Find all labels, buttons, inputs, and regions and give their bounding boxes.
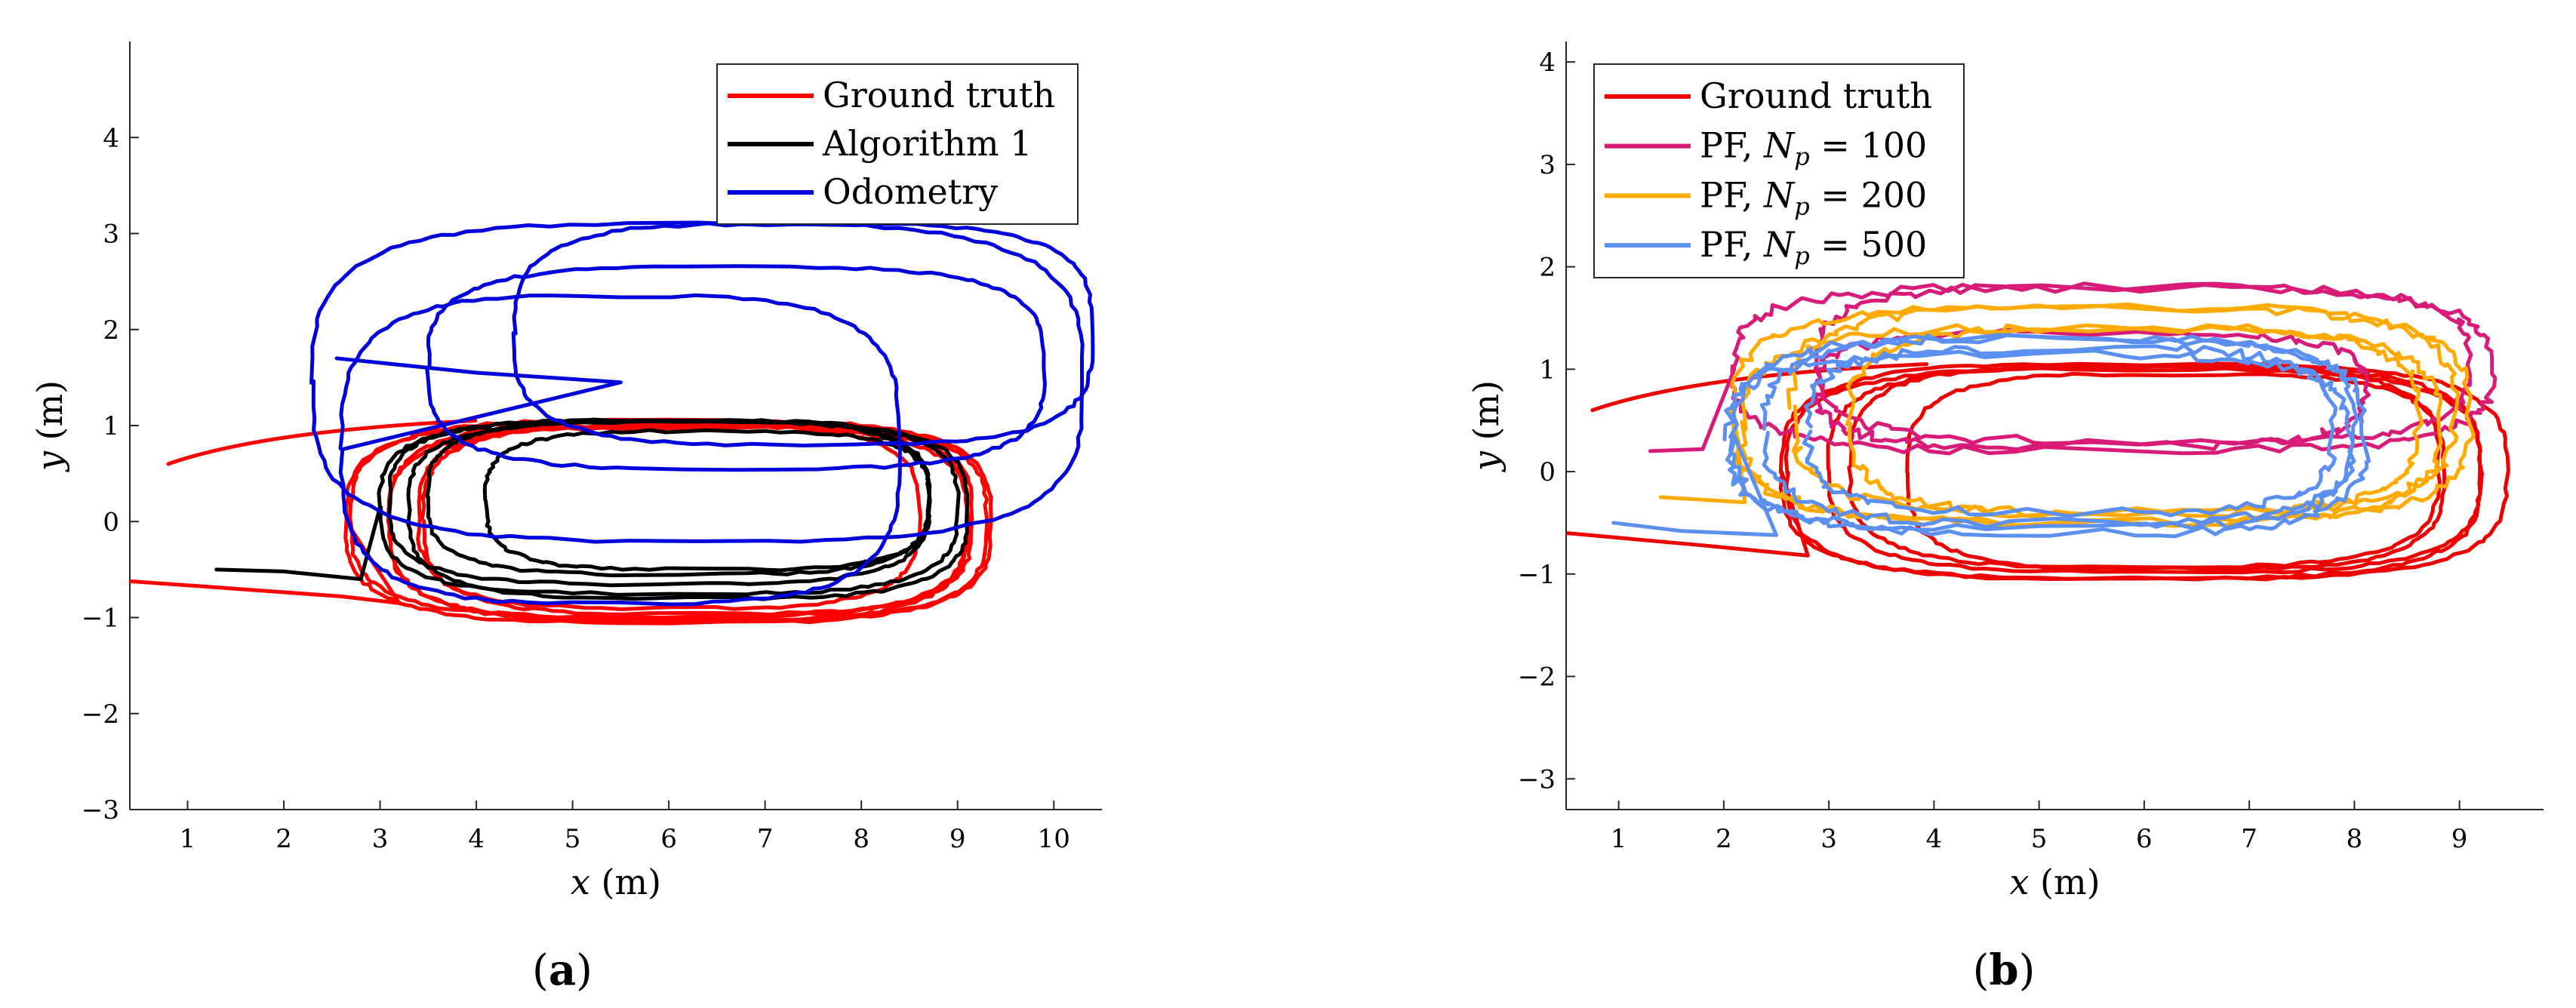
caption-open-paren: (	[532, 946, 549, 995]
x-tick-label: 7	[2241, 824, 2257, 854]
y-tick-label: 4	[103, 123, 119, 153]
legend-label-value: = 200	[1810, 174, 1928, 215]
x-tick-label: 6	[2136, 824, 2153, 854]
figure: 1 2 3 4 5 6 7 8 9 10−3−2−101234x (m)y (m)Ground t…	[0, 0, 2576, 1008]
x-tick-label: 9	[949, 824, 966, 854]
x-tick-label: 2	[275, 824, 292, 854]
x-axis-label: x (m)	[2009, 862, 2100, 902]
x-tick-label: 4	[468, 824, 485, 854]
y-tick-label: 3	[1539, 150, 1556, 180]
y-tick-label: −3	[1518, 764, 1556, 794]
trajectory-loop	[1786, 368, 2482, 579]
y-tick-label: −1	[82, 604, 119, 634]
y-axis-unit: (m)	[1466, 380, 1507, 451]
plot-area	[1566, 284, 2508, 579]
y-tick-label: 1	[103, 411, 119, 441]
legend-label: PF, Np = 100	[1700, 125, 1927, 171]
x-axis-unit: (m)	[590, 862, 661, 902]
legend-label: Ground truth	[1700, 75, 1932, 116]
caption-close-paren: )	[2019, 946, 2036, 995]
x-tick-label: 9	[2451, 824, 2468, 854]
x-tick-label: 8	[2347, 824, 2363, 854]
y-axis-var: y	[29, 450, 70, 472]
legend-label-prefix: PF,	[1700, 125, 1764, 166]
caption-close-paren: )	[576, 946, 592, 995]
x-tick-label: 4	[1926, 824, 1943, 854]
legend-label: Odometry	[823, 171, 998, 212]
y-tick-label: 4	[1539, 48, 1556, 78]
x-tick-label: 8	[853, 824, 869, 854]
x-tick-label: 2	[1716, 824, 1732, 854]
y-tick-label: 2	[103, 315, 119, 346]
legend-label: Algorithm 1	[822, 123, 1032, 164]
x-axis-var: x	[2009, 862, 2029, 902]
legend-label: PF, Np = 500	[1700, 224, 1927, 270]
legend-label-var: N	[1763, 125, 1796, 166]
x-tick-label: 6	[660, 824, 677, 854]
panel-caption: (b)	[1973, 945, 2036, 995]
legend-label-prefix: PF,	[1700, 174, 1764, 215]
legend-label-subscript: p	[1794, 143, 1809, 171]
legend-label: Ground truth	[823, 75, 1055, 115]
legend-label-value: = 500	[1810, 224, 1928, 265]
caption-letter: a	[549, 945, 576, 995]
trajectory-loop	[485, 430, 929, 570]
y-tick-label: 0	[1539, 457, 1556, 487]
x-tick-label: 7	[757, 824, 774, 854]
legend-label-subscript: p	[1794, 241, 1809, 270]
legend-label-prefix: PF,	[1700, 224, 1764, 265]
x-tick-label: 10	[1038, 824, 1070, 854]
y-tick-label: −1	[1518, 560, 1556, 590]
caption-open-paren: (	[1973, 946, 1990, 995]
y-tick-label: 2	[1539, 253, 1556, 283]
legend-label-subscript: p	[1794, 192, 1809, 220]
trajectory-loop	[1828, 367, 2480, 573]
x-axis-var: x	[571, 862, 590, 902]
panel-caption: (a)	[532, 945, 592, 995]
y-axis-label: y (m)	[29, 380, 70, 472]
trajectory-loop	[513, 223, 1093, 446]
series-odometry	[312, 223, 1093, 604]
y-tick-label: −2	[82, 699, 119, 730]
caption-letter: b	[1989, 945, 2018, 995]
x-tick-label: 3	[1820, 824, 1837, 854]
trajectory-loop	[1788, 304, 2458, 516]
trajectory-loop	[388, 422, 987, 622]
y-tick-label: 0	[103, 507, 119, 537]
y-tick-label: −2	[1518, 662, 1556, 693]
legend-label: PF, Np = 200	[1700, 174, 1927, 220]
x-axis-unit: (m)	[2029, 862, 2100, 902]
plot-area	[101, 223, 1093, 623]
y-tick-label: 3	[103, 220, 119, 250]
y-tick-label: −3	[82, 795, 119, 825]
x-tick-label: 1	[1611, 824, 1627, 854]
y-axis-label: y (m)	[1466, 380, 1507, 472]
legend: Ground truth Algorithm 1 Odometry	[717, 64, 1078, 224]
legend-label-var: N	[1763, 224, 1796, 265]
x-tick-label: 3	[372, 824, 389, 854]
x-axis-label: x (m)	[571, 862, 661, 902]
x-tick-label: 1	[180, 824, 196, 854]
y-tick-label: 1	[1539, 355, 1556, 385]
legend-label-value: = 100	[1810, 125, 1928, 166]
x-tick-label: 5	[565, 824, 581, 854]
y-axis-var: y	[1466, 450, 1507, 472]
trajectory-entry	[1566, 472, 1808, 555]
legend-label-var: N	[1763, 174, 1796, 215]
y-axis-unit: (m)	[29, 380, 70, 451]
x-tick-label: 5	[2031, 824, 2048, 854]
